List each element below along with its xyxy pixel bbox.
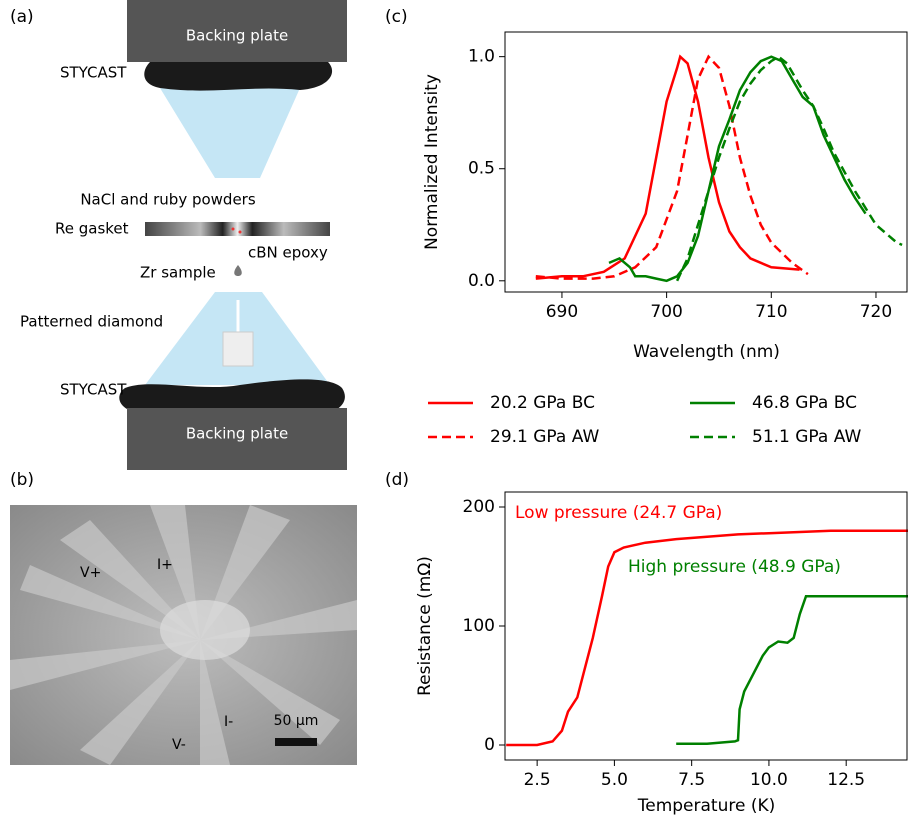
stycast-label: STYCAST — [60, 64, 127, 82]
legend-label: 29.1 GPa AW — [490, 427, 599, 447]
panel-a: (a) Backing plate STYCAST NaCl and ruby … — [10, 0, 347, 470]
lead-label: I+ — [157, 557, 173, 573]
panel-label: (b) — [10, 470, 34, 490]
sample — [234, 265, 242, 276]
y-tick-label: 100 — [463, 616, 495, 636]
lead-label: V+ — [80, 565, 101, 581]
x-tick-label: 10.0 — [750, 770, 788, 790]
x-tick-label: 720 — [860, 302, 892, 322]
x-tick-label: 7.5 — [678, 770, 705, 790]
x-tick-label: 700 — [650, 302, 682, 322]
plate-label: Backing plate — [186, 27, 288, 45]
legend-label: 51.1 GPa AW — [752, 427, 861, 447]
ruby — [231, 227, 235, 231]
y-axis-label: Resistance (mΩ) — [415, 556, 435, 696]
y-tick-label: 1.0 — [468, 47, 495, 67]
lead-label: V- — [172, 737, 186, 753]
x-axis-label: Wavelength (nm) — [633, 342, 780, 362]
legend-label: 20.2 GPa BC — [490, 393, 595, 413]
y-tick-label: 0.5 — [468, 159, 495, 179]
y-tick-label: 0 — [484, 735, 495, 755]
backing-plate — [127, 408, 347, 470]
series-line — [506, 529, 908, 747]
stycast-label: STYCAST — [60, 381, 127, 399]
series-line — [535, 54, 809, 280]
panel-label: (d) — [385, 470, 409, 490]
y-axis-label: Normalized Intensity — [422, 74, 442, 250]
panel-label: (c) — [385, 7, 408, 27]
sample-region — [160, 600, 250, 660]
series-line — [535, 54, 800, 280]
ruby — [238, 230, 242, 234]
panel-b: (b) V+ I+ V- I- 50 μm — [10, 470, 357, 765]
y-tick-label: 200 — [463, 497, 495, 517]
series-annotation: Low pressure (24.7 GPa) — [515, 503, 722, 523]
y-tick-label: 0.0 — [468, 271, 495, 291]
series-line — [676, 594, 908, 746]
plot-frame — [504, 491, 908, 761]
scale-bar — [275, 738, 317, 746]
x-tick-label: 2.5 — [524, 770, 551, 790]
series-line — [608, 55, 867, 283]
gasket — [145, 222, 330, 236]
scale-bar-label: 50 μm — [274, 713, 319, 729]
x-tick-label: 5.0 — [601, 770, 628, 790]
stycast — [119, 379, 345, 412]
stycast — [144, 62, 333, 91]
diamond-label: Patterned diamond — [20, 313, 163, 331]
gasket-label: Re gasket — [55, 220, 129, 238]
x-axis-label: Temperature (K) — [637, 796, 776, 816]
plot-frame — [504, 31, 908, 293]
x-tick-label: 12.5 — [827, 770, 865, 790]
sample-label: Zr sample — [140, 264, 216, 282]
epoxy-label: cBN epoxy — [248, 244, 328, 262]
legend-label: 46.8 GPa BC — [752, 393, 857, 413]
x-tick-label: 690 — [546, 302, 578, 322]
powders-label: NaCl and ruby powders — [80, 191, 256, 209]
leads — [10, 505, 357, 765]
diamond-pillar — [222, 331, 254, 367]
series-line — [675, 55, 903, 282]
x-tick-label: 710 — [755, 302, 787, 322]
plate-label: Backing plate — [186, 425, 288, 443]
panel-label: (a) — [10, 7, 34, 27]
backing-plate — [127, 0, 347, 62]
series-annotation: High pressure (48.9 GPa) — [628, 557, 841, 577]
lead-label: I- — [224, 714, 233, 730]
light-cone — [160, 88, 300, 178]
